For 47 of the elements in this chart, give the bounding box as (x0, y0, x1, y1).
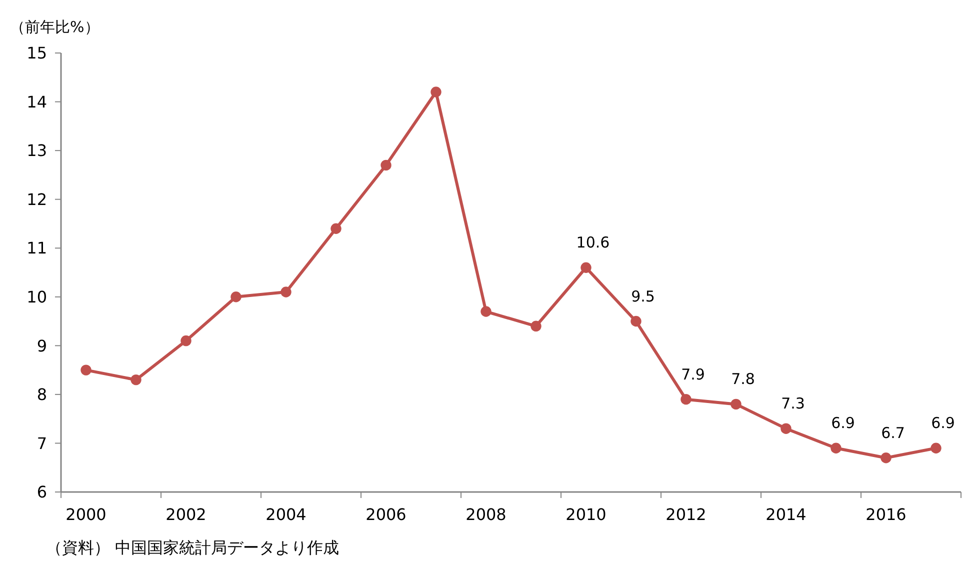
y-tick-label: 14 (26, 92, 47, 112)
data-label: 6.9 (831, 414, 855, 432)
point (830, 442, 842, 454)
point (730, 398, 742, 410)
point (180, 335, 192, 346)
x-tick-label: 2008 (466, 505, 506, 524)
x-tick-label: 2006 (366, 505, 406, 524)
point (430, 86, 442, 98)
point (930, 442, 942, 454)
data-label: 9.5 (631, 287, 655, 306)
x-tick-label: 2010 (566, 505, 606, 524)
data-label: 6.9 (931, 414, 955, 432)
y-tick-label: 11 (26, 238, 47, 258)
point (230, 292, 242, 302)
data-label: 10.6 (576, 234, 610, 252)
text: （資料） 中国国家統計局データより作成 (46, 538, 340, 557)
data-label: 7.9 (681, 365, 705, 384)
y-tick-label: 8 (36, 385, 47, 404)
x-tick-label: 2004 (266, 505, 306, 524)
y-tick-label: 7 (36, 434, 47, 453)
x-tick-label: 2002 (166, 505, 206, 524)
x-tick-label: 2014 (766, 505, 806, 524)
point (880, 452, 892, 464)
x-tick-label: 2016 (866, 505, 906, 524)
point (530, 320, 542, 332)
point (380, 160, 392, 171)
x-tick-label: 2012 (666, 505, 706, 524)
point (80, 364, 92, 376)
y-axis-title: （前年比%） (10, 18, 100, 36)
data-label: 7.8 (731, 370, 755, 388)
y-tick-label: 15 (26, 44, 47, 63)
y-tick-label: 9 (36, 336, 47, 356)
data-label: 7.3 (781, 394, 805, 413)
y-tick-label: 10 (26, 287, 47, 306)
y-tick-label: 12 (26, 190, 47, 209)
point (130, 374, 142, 386)
point (480, 306, 492, 317)
point (630, 316, 642, 327)
x-tick-label: 2000 (66, 505, 106, 524)
point (580, 262, 592, 273)
point (330, 223, 342, 234)
y-tick-label: 6 (36, 482, 47, 502)
point (780, 423, 792, 434)
point (680, 394, 692, 405)
point (280, 286, 292, 298)
data-label: 6.7 (881, 424, 905, 442)
y-tick-label: 13 (26, 141, 47, 160)
